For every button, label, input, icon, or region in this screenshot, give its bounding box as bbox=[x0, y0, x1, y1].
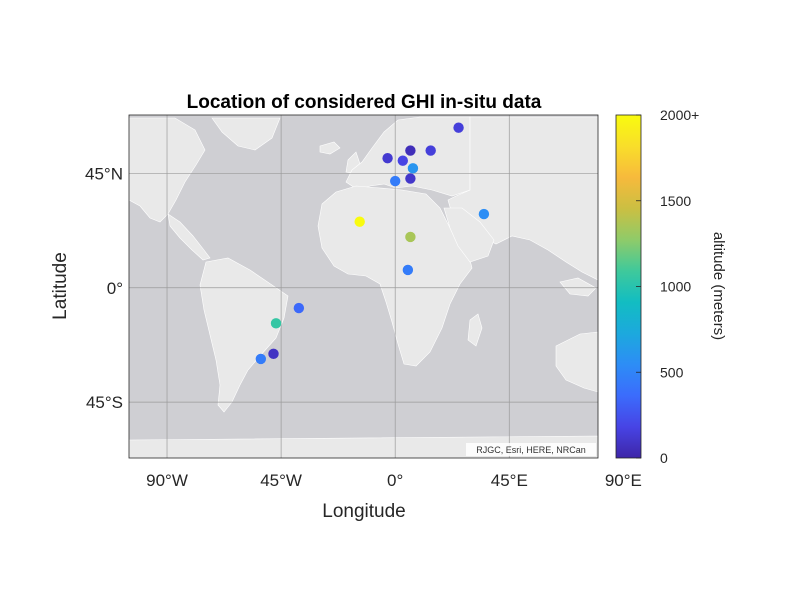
station-point[interactable] bbox=[405, 173, 416, 184]
colorbar-tick-label: 1500 bbox=[660, 193, 691, 209]
x-tick-label: 45°W bbox=[260, 471, 302, 490]
station-point[interactable] bbox=[405, 145, 416, 156]
indonesia-land bbox=[559, 277, 597, 297]
attribution-box: RJGC, Esri, HERE, NRCan bbox=[466, 443, 596, 456]
chart-title: Location of considered GHI in-situ data bbox=[187, 92, 542, 113]
y-tick-label: 0° bbox=[107, 279, 123, 298]
station-point[interactable] bbox=[270, 318, 282, 329]
station-point[interactable] bbox=[293, 302, 305, 314]
x-axis-ticks: 90°W 45°W 0° 45°E 90°E bbox=[146, 471, 642, 490]
central-america-land bbox=[167, 213, 211, 261]
station-point[interactable] bbox=[405, 231, 416, 243]
greenland-land bbox=[211, 117, 281, 151]
x-tick-label: 90°E bbox=[605, 471, 642, 490]
map-frame bbox=[128, 114, 599, 459]
colorbar: 2000+ 1500 1000 500 0 altitude (meters) bbox=[615, 107, 727, 466]
station-point[interactable] bbox=[389, 175, 401, 187]
graticule bbox=[129, 115, 624, 458]
x-tick-label: 0° bbox=[387, 471, 403, 490]
colorbar-tick-label: 500 bbox=[660, 364, 684, 380]
station-point[interactable] bbox=[354, 216, 365, 227]
madagascar-land bbox=[467, 313, 483, 347]
colorbar-label: altitude (meters) bbox=[710, 232, 727, 340]
station-point[interactable] bbox=[407, 163, 419, 174]
map-area[interactable]: RJGC, Esri, HERE, NRCan bbox=[128, 114, 624, 459]
y-tick-label: 45°N bbox=[85, 164, 123, 183]
australia-land bbox=[555, 331, 598, 393]
iceland-land bbox=[319, 141, 341, 155]
station-point[interactable] bbox=[425, 145, 436, 156]
x-tick-label: 90°W bbox=[146, 471, 188, 490]
y-axis-label: Latitude bbox=[50, 252, 71, 320]
y-tick-label: 45°S bbox=[86, 393, 123, 412]
station-point[interactable] bbox=[382, 152, 393, 164]
asia-land bbox=[447, 116, 598, 281]
x-tick-label: 45°E bbox=[491, 471, 528, 490]
colorbar-tick-label: 2000+ bbox=[660, 107, 699, 123]
colorbar-ticks: 2000+ 1500 1000 500 0 bbox=[636, 107, 699, 466]
colorbar-tick-label: 1000 bbox=[660, 279, 691, 295]
attribution-background bbox=[466, 443, 596, 456]
y-axis-ticks: 45°N 0° 45°S bbox=[85, 164, 123, 412]
arabia-land bbox=[443, 207, 495, 263]
station-point[interactable] bbox=[478, 208, 490, 220]
colorbar-tick-label: 0 bbox=[660, 450, 668, 466]
x-axis-label: Longitude bbox=[322, 501, 405, 522]
south-america-land bbox=[199, 257, 289, 413]
station-point[interactable] bbox=[397, 155, 408, 166]
station-point[interactable] bbox=[255, 353, 267, 365]
station-point[interactable] bbox=[402, 264, 414, 276]
station-markers bbox=[255, 122, 490, 365]
station-point[interactable] bbox=[268, 348, 279, 360]
attribution-text: RJGC, Esri, HERE, NRCan bbox=[476, 445, 586, 455]
station-point[interactable] bbox=[453, 122, 464, 133]
